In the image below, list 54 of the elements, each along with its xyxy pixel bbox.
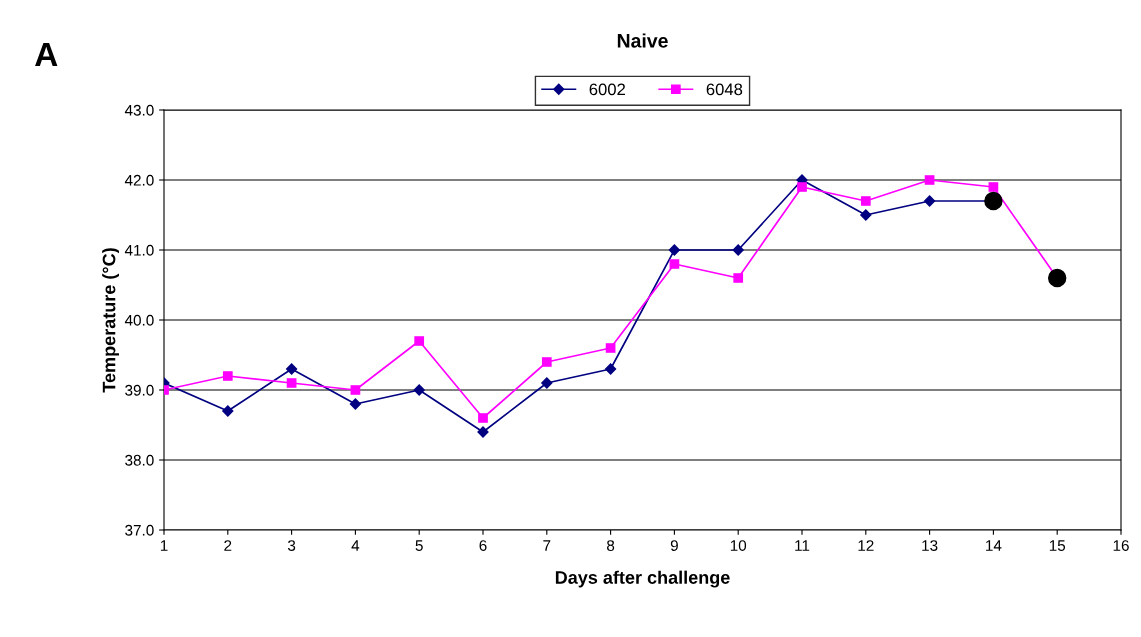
point: [222, 405, 234, 417]
point: [669, 259, 680, 269]
y-tick-label: 43.0: [124, 104, 154, 116]
point: [797, 182, 807, 192]
x-tick-label: 12: [858, 540, 874, 551]
point: [222, 371, 233, 381]
x-tick-label: 16: [1113, 540, 1129, 551]
point: [732, 244, 744, 256]
point: [349, 398, 362, 410]
point: [668, 244, 681, 256]
x-tick-label: 8: [607, 540, 615, 551]
point: [923, 195, 936, 207]
x-tick-label: 7: [543, 540, 551, 551]
x-axis-title: Days after challenge: [555, 570, 730, 588]
x-tick-label: 14: [986, 540, 1002, 551]
y-tick-label: 38.0: [125, 454, 154, 466]
y-tick-label: 37.0: [125, 524, 154, 536]
point: [541, 377, 553, 389]
y-tick-label: 39.0: [125, 384, 154, 396]
point: [733, 273, 744, 283]
point: [413, 384, 425, 396]
point: [478, 413, 488, 423]
y-tick-label: 42.0: [124, 174, 154, 186]
chart-title: Naive: [617, 33, 668, 48]
legend-label: 6048: [706, 83, 743, 96]
x-tick-label: 13: [922, 540, 938, 551]
x-tick-label: 15: [1049, 540, 1066, 551]
point: [605, 343, 616, 353]
x-tick-label: 11: [795, 540, 810, 551]
y-tick-label: 40.0: [124, 314, 154, 326]
point: [414, 336, 425, 346]
x-tick-label: 1: [160, 540, 168, 551]
x-tick-label: 6: [479, 540, 487, 551]
x-tick-label: 9: [670, 540, 678, 551]
x-tick-label: 3: [287, 540, 296, 551]
x-tick-label: 10: [730, 540, 747, 551]
x-tick-label: 4: [351, 540, 360, 551]
point: [984, 191, 1003, 211]
point: [541, 357, 552, 367]
point: [924, 175, 935, 185]
x-tick-label: 5: [415, 540, 423, 551]
point: [1047, 268, 1067, 288]
point: [285, 363, 298, 375]
point: [350, 385, 361, 395]
y-axis-title: Temperature (°C): [102, 248, 119, 393]
text: A: [35, 43, 58, 66]
point: [860, 209, 872, 221]
y-tick-label: 41.0: [124, 244, 154, 256]
x-tick-label: 2: [224, 540, 232, 551]
legend-label: 6002: [589, 83, 625, 96]
point: [286, 378, 297, 388]
point: [860, 196, 871, 206]
point: [988, 182, 999, 192]
point: [604, 363, 617, 375]
